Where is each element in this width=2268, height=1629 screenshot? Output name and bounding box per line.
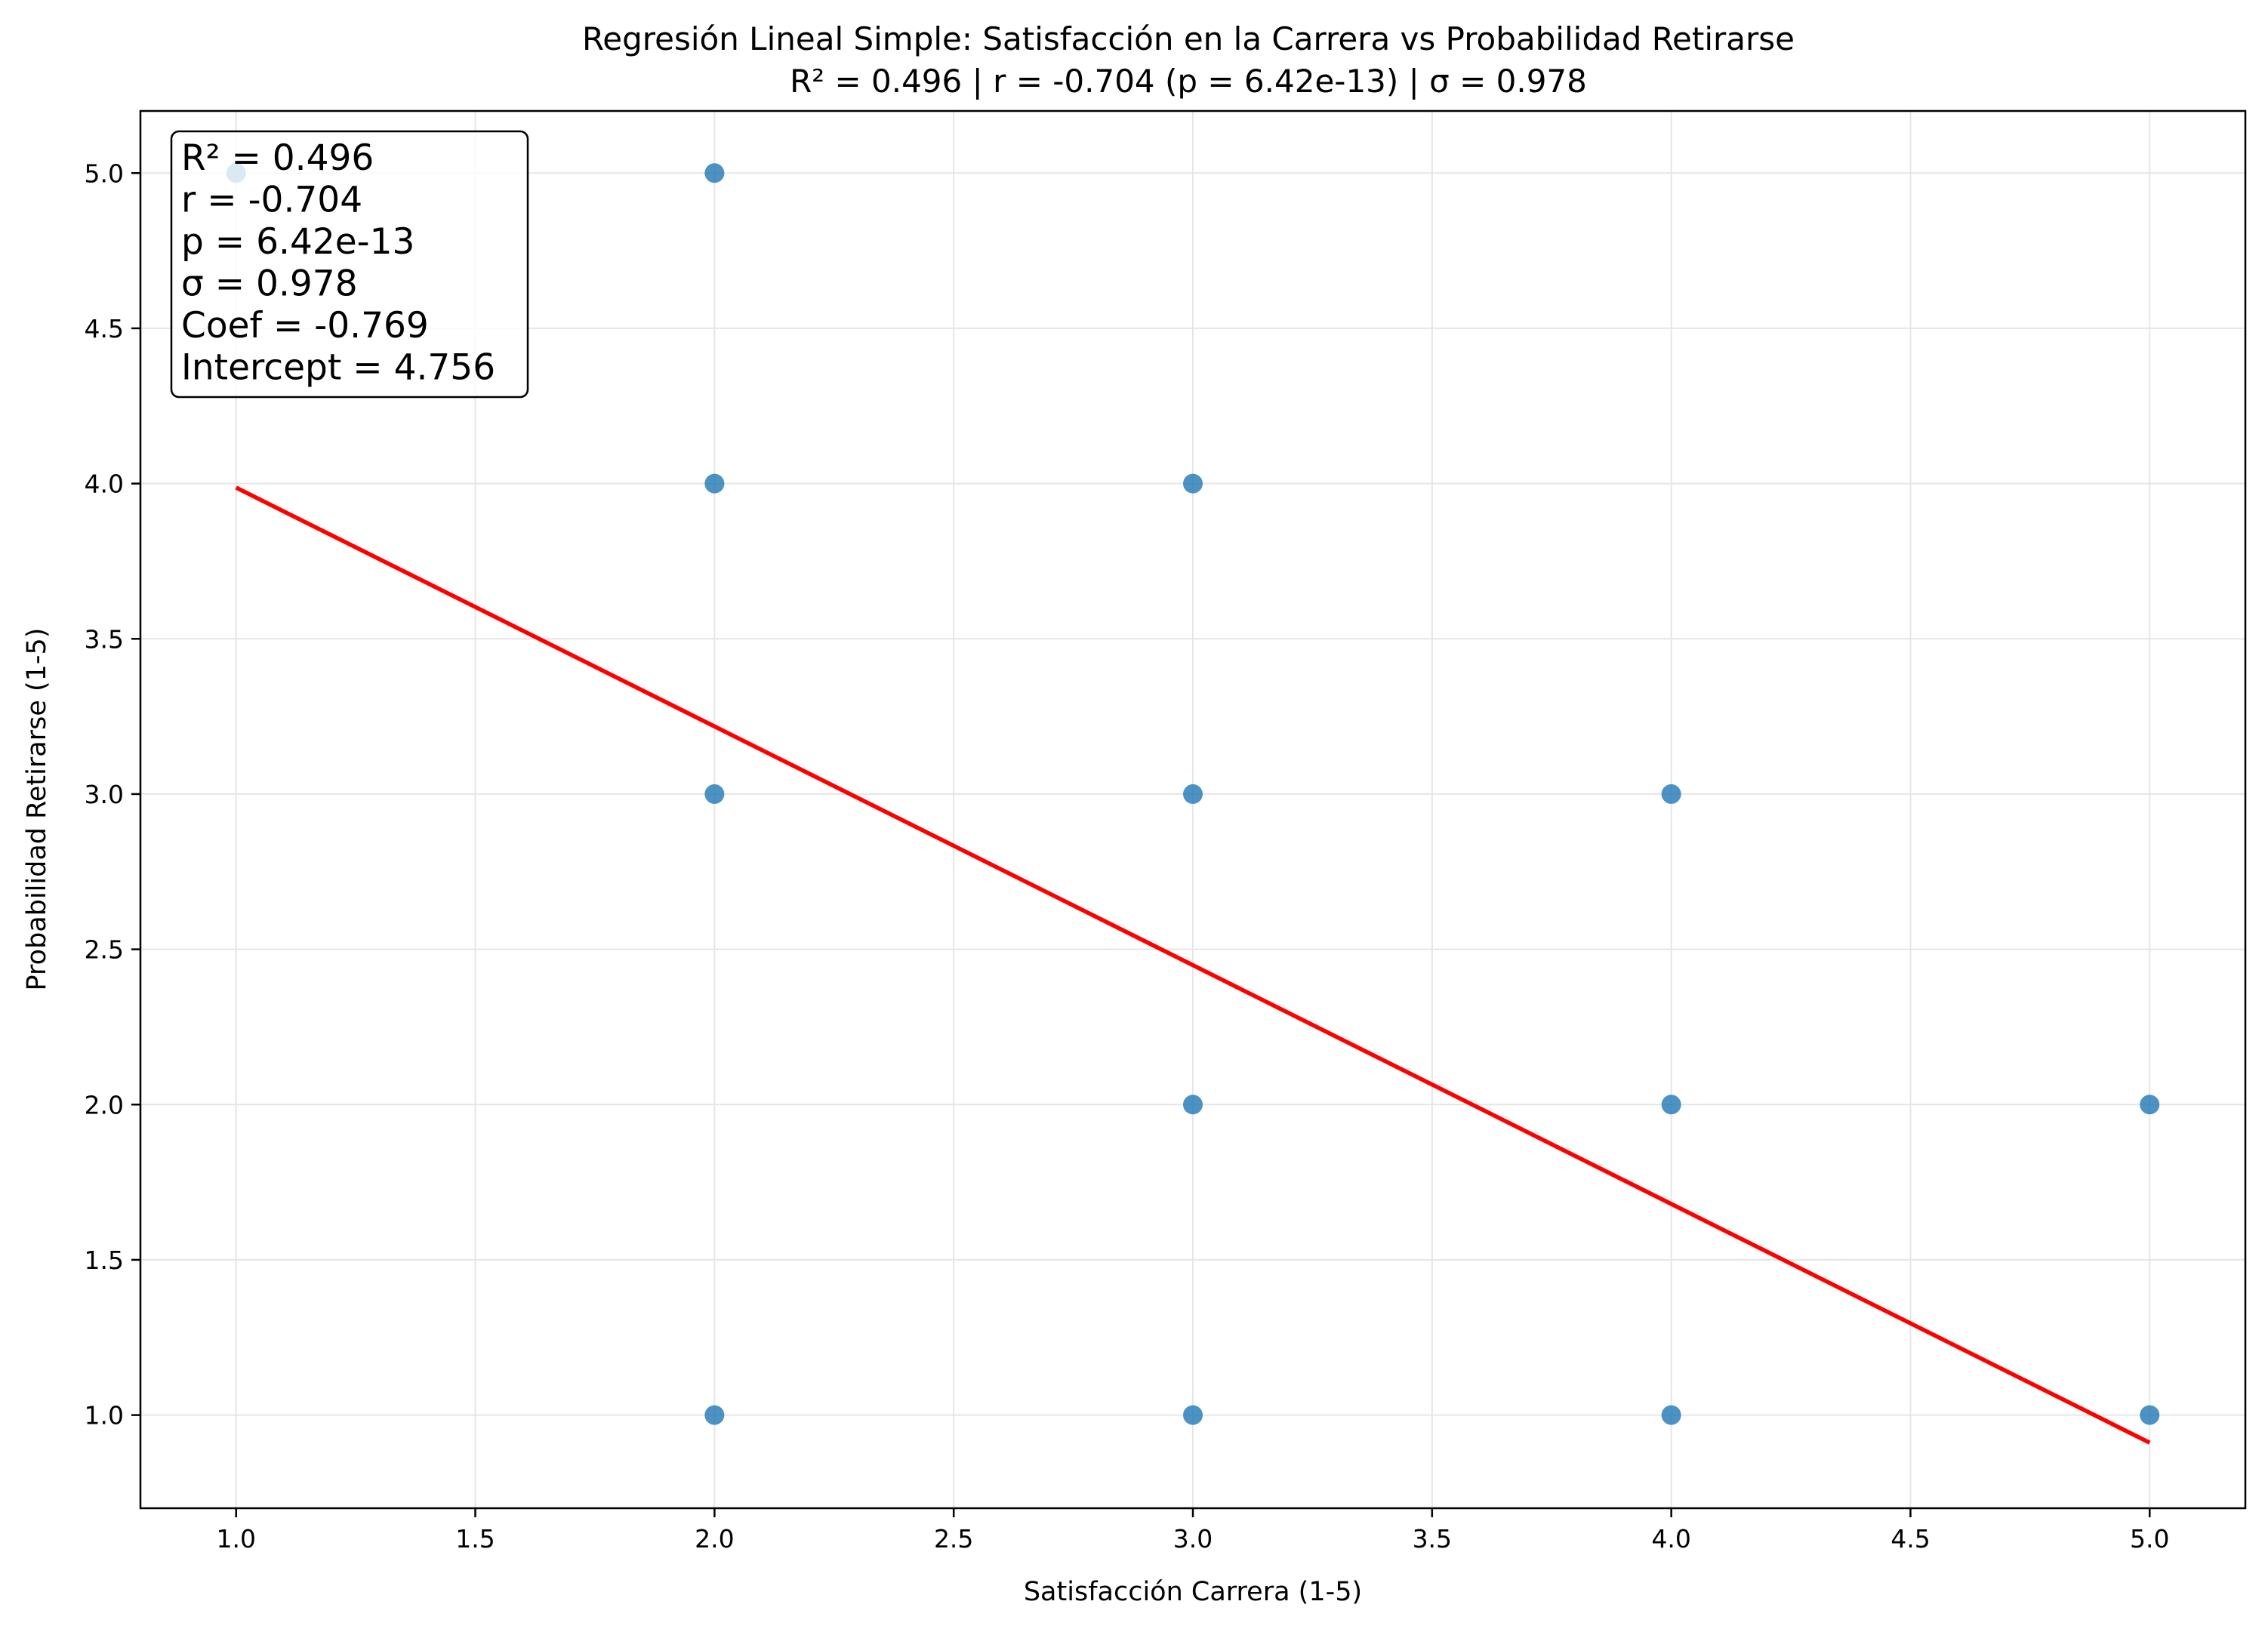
y-tick-label: 4.0 [85,470,124,499]
scatter-point [704,784,725,804]
y-axis-label: Probabilidad Retirarse (1-5) [22,628,52,991]
scatter-point [1661,784,1681,804]
x-tick-label: 3.5 [1413,1524,1452,1554]
stats-line: r = -0.704 [181,180,362,221]
scatter-point [704,473,725,494]
scatter-point [1661,1405,1681,1425]
x-axis-ticks: 1.0 1.5 2.0 2.5 3.0 3.5 4.0 4.5 5.0 [216,1508,2170,1554]
y-tick-label: 5.0 [85,159,124,188]
scatter-point [1183,784,1203,804]
y-tick-label: 2.0 [85,1090,124,1119]
scatter-point [704,1405,725,1425]
x-axis-label: Satisfacción Carrera (1-5) [1024,1577,1362,1607]
stats-line: σ = 0.978 [181,263,358,305]
y-tick-label: 1.0 [85,1401,124,1430]
scatter-point [2140,1405,2160,1425]
regression-line [235,485,2151,1445]
regression-line-layer [235,485,2151,1445]
x-tick-label: 1.0 [216,1524,255,1554]
scatter-point [1183,1095,1203,1115]
y-axis-ticks: 1.0 1.5 2.0 2.5 3.0 3.5 4.0 4.5 5.0 [85,159,140,1430]
y-tick-label: 3.0 [85,780,124,809]
x-tick-label: 1.5 [455,1524,495,1554]
x-tick-label: 4.5 [1891,1524,1930,1554]
x-tick-label: 2.5 [934,1524,973,1554]
y-tick-label: 2.5 [85,935,124,965]
scatter-point [1183,473,1203,494]
scatter-point [1183,1405,1203,1425]
scatter-point [1661,1095,1681,1115]
x-tick-label: 4.0 [1651,1524,1690,1554]
y-tick-label: 1.5 [85,1246,124,1275]
scatter-point [2140,1095,2160,1115]
y-tick-label: 3.5 [85,624,124,654]
x-tick-label: 5.0 [2130,1524,2169,1554]
chart-title: Regresión Lineal Simple: Satisfacción en… [582,20,1795,57]
scatter-point [704,163,725,183]
x-tick-label: 3.0 [1173,1524,1213,1554]
chart-subtitle: R² = 0.496 | r = -0.704 (p = 6.42e-13) |… [790,63,1587,100]
stats-box-frame [170,130,529,399]
stats-line: Intercept = 4.756 [181,347,495,389]
y-tick-label: 4.5 [85,314,124,343]
stats-line: Coef = -0.769 [181,305,429,346]
stats-line: p = 6.42e-13 [181,221,414,263]
stats-line: R² = 0.496 [181,137,374,179]
x-tick-label: 2.0 [695,1524,734,1554]
